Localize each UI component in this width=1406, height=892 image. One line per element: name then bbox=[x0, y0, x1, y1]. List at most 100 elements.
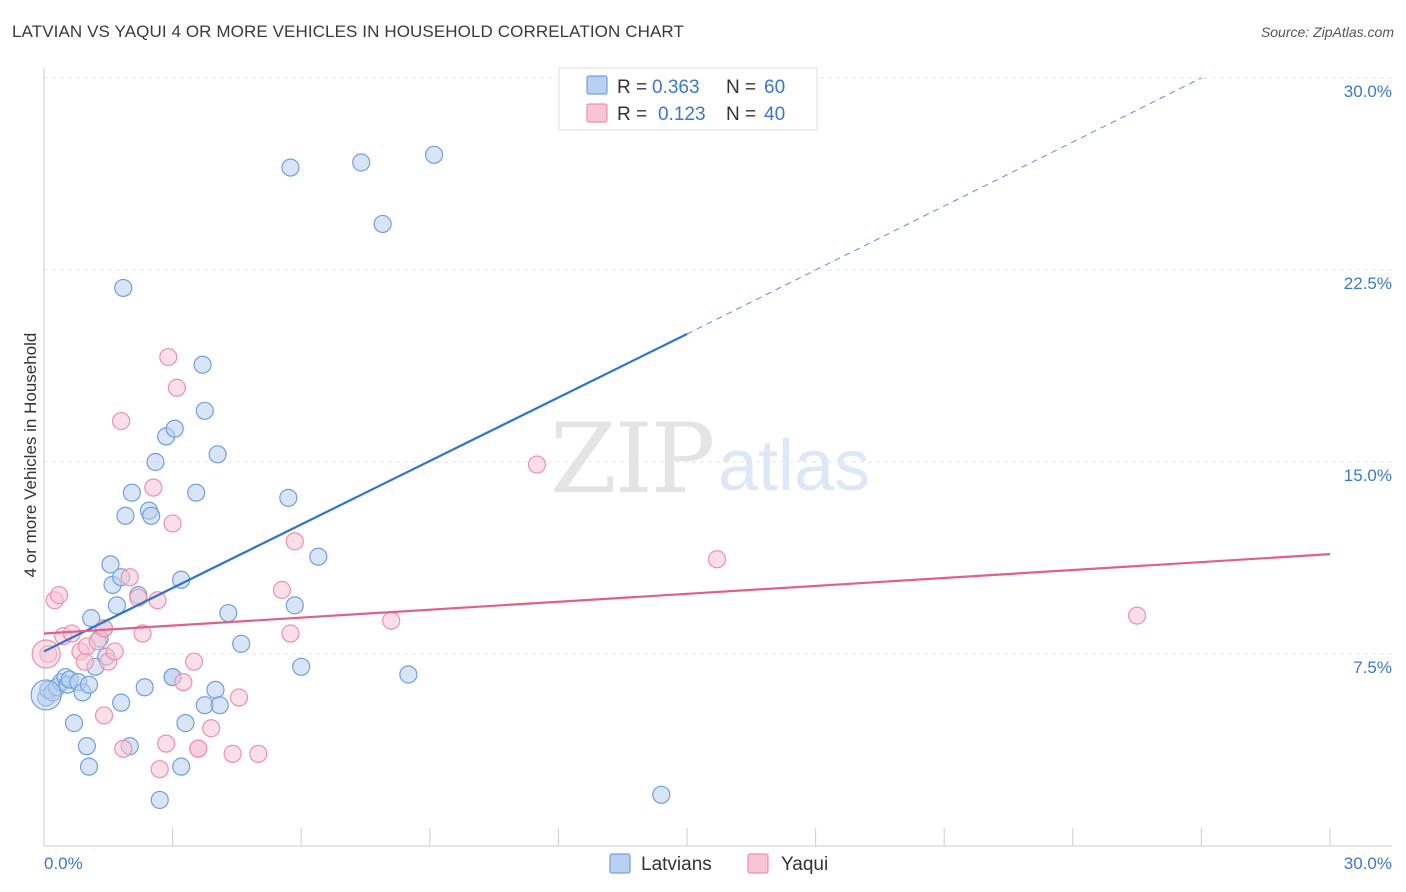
latvians-point-51 bbox=[352, 153, 371, 172]
y-tick-label-0: 7.5% bbox=[1353, 658, 1392, 677]
y-tick-labels: 7.5% 15.0% 22.5% 30.0% bbox=[1344, 82, 1392, 677]
latvians-point-42 bbox=[208, 445, 227, 464]
latvians-point-54 bbox=[424, 145, 444, 164]
yaqui-point-16 bbox=[133, 624, 152, 643]
y-axis-label: 4 or more Vehicles in Household bbox=[21, 333, 40, 578]
latvians-point-46 bbox=[279, 488, 298, 507]
stats-legend-r-label-latvians: R = bbox=[617, 77, 647, 98]
latvians-trend-line bbox=[43, 333, 688, 653]
yaqui-point-23 bbox=[167, 378, 186, 397]
yaqui-point-15 bbox=[129, 588, 148, 607]
latvians-points bbox=[30, 145, 671, 810]
latvians-point-29 bbox=[146, 452, 165, 472]
stats-legend-n-label-yaqui: N = bbox=[726, 104, 756, 125]
latvians-point-43 bbox=[206, 680, 225, 699]
stats-legend-n-label-latvians: N = bbox=[726, 77, 756, 98]
latvians-point-59 bbox=[210, 696, 229, 715]
latvians-point-56 bbox=[112, 693, 131, 712]
latvians-point-26 bbox=[135, 678, 154, 697]
latvians-point-34 bbox=[165, 419, 184, 438]
yaqui-point-24 bbox=[174, 673, 193, 692]
latvians-point-45 bbox=[232, 634, 251, 653]
latvians-point-41 bbox=[195, 401, 214, 420]
stats-legend-r-label-yaqui: R = bbox=[617, 104, 647, 125]
latvians-point-28 bbox=[142, 506, 161, 525]
latvians-point-22 bbox=[116, 506, 135, 525]
yaqui-point-19 bbox=[150, 760, 169, 779]
yaqui-point-29 bbox=[229, 688, 249, 707]
latvians-point-30 bbox=[114, 278, 133, 298]
yaqui-point-34 bbox=[382, 611, 401, 630]
latvians-point-11 bbox=[77, 737, 96, 756]
yaqui-point-6 bbox=[75, 652, 94, 671]
yaqui-point-22 bbox=[163, 514, 182, 533]
y-tick-label-1: 15.0% bbox=[1344, 466, 1392, 485]
legend-label-latvians[interactable]: Latvians bbox=[641, 854, 712, 875]
yaqui-point-38 bbox=[112, 411, 131, 431]
yaqui-point-33 bbox=[285, 532, 304, 551]
latvians-point-large bbox=[30, 679, 62, 711]
source-credit: Source: ZipAtlas.com bbox=[1260, 24, 1394, 40]
yaqui-point-35 bbox=[527, 455, 547, 474]
latvians-point-53 bbox=[399, 665, 418, 684]
latvians-point-24 bbox=[122, 483, 141, 502]
x-tick-labels: 0.0% 30.0% bbox=[44, 854, 1392, 873]
y-tick-label-2: 22.5% bbox=[1344, 274, 1392, 293]
latvians-point-44 bbox=[219, 603, 238, 623]
yaqui-point-37 bbox=[1127, 606, 1147, 625]
latvians-point-57 bbox=[79, 675, 99, 694]
chart-title: LATVIAN VS YAQUI 4 OR MORE VEHICLES IN H… bbox=[12, 22, 684, 41]
gridlines bbox=[44, 77, 1392, 655]
latvians-point-20 bbox=[107, 596, 126, 615]
latvians-point-13 bbox=[82, 609, 101, 628]
axes bbox=[43, 68, 1392, 847]
stats-legend-r-value-yaqui: 0.123 bbox=[658, 104, 706, 125]
yaqui-point-36 bbox=[707, 550, 727, 569]
yaqui-point-25 bbox=[184, 652, 204, 671]
latvians-point-49 bbox=[292, 657, 311, 676]
latvians-point-52 bbox=[373, 214, 392, 234]
latvians-point-50 bbox=[309, 547, 328, 566]
yaqui-point-32 bbox=[281, 624, 300, 643]
watermark-atlas: atlas bbox=[718, 426, 870, 506]
yaqui-point-13 bbox=[114, 739, 133, 758]
yaqui-point-17 bbox=[144, 478, 163, 497]
legend-swatch-latvians[interactable] bbox=[609, 853, 631, 874]
watermark-zip: ZIP bbox=[550, 403, 713, 515]
latvians-point-31 bbox=[150, 790, 169, 810]
yaqui-point-27 bbox=[202, 719, 221, 738]
latvians-point-55 bbox=[652, 785, 671, 804]
latvians-point-38 bbox=[187, 483, 206, 502]
yaqui-point-31 bbox=[272, 580, 292, 600]
stats-legend-r-value-latvians: 0.363 bbox=[652, 77, 700, 98]
stats-legend-n-value-latvians: 60 bbox=[764, 77, 785, 98]
yaqui-trend-line bbox=[43, 553, 1331, 635]
yaqui-point-30 bbox=[249, 744, 268, 763]
yaqui-point-28 bbox=[223, 744, 242, 763]
watermark: ZIP atlas bbox=[550, 403, 870, 515]
latvians-point-36 bbox=[176, 714, 195, 733]
latvians-point-40 bbox=[193, 355, 212, 374]
latvians-point-9 bbox=[64, 714, 84, 733]
yaqui-point-14 bbox=[120, 568, 139, 587]
series-legend: Latvians Yaqui bbox=[609, 853, 828, 875]
latvians-point-18 bbox=[101, 555, 120, 574]
latvians-point-48 bbox=[285, 596, 304, 615]
yaqui-point-11 bbox=[105, 642, 124, 661]
stats-legend-swatch-latvians bbox=[586, 75, 608, 95]
legend-swatch-yaqui[interactable] bbox=[747, 853, 769, 874]
stats-legend: R = 0.363 N = 60 R = 0.123 N = 40 bbox=[558, 67, 818, 131]
stats-legend-swatch-yaqui bbox=[586, 103, 608, 123]
y-tick-label-3: 30.0% bbox=[1344, 82, 1392, 101]
trend-lines bbox=[43, 77, 1331, 653]
latvians-point-12 bbox=[79, 757, 99, 776]
x-tick-label-1: 30.0% bbox=[1344, 854, 1392, 873]
legend-label-yaqui[interactable]: Yaqui bbox=[781, 854, 828, 875]
yaqui-point-21 bbox=[159, 347, 178, 367]
latvians-point-37 bbox=[172, 757, 191, 776]
x-tick-label-0: 0.0% bbox=[44, 854, 83, 873]
yaqui-point-large bbox=[31, 639, 61, 669]
stats-legend-n-value-yaqui: 40 bbox=[764, 104, 785, 125]
latvians-trend-extension bbox=[686, 77, 1202, 335]
